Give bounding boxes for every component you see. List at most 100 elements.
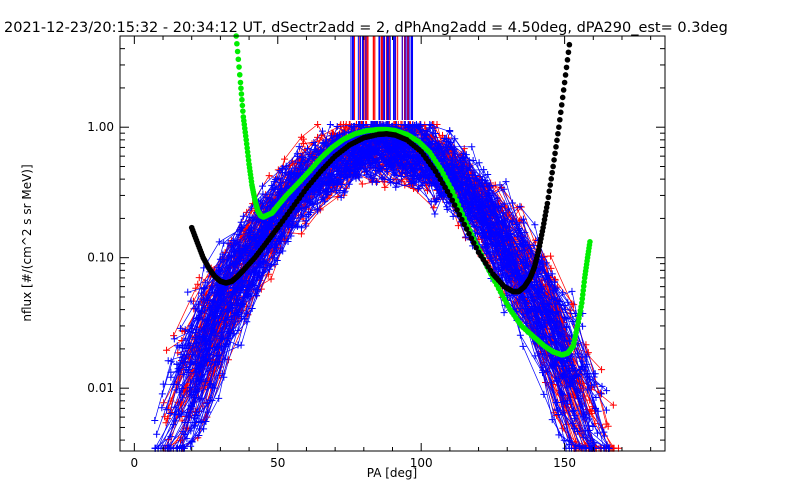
plus-marker	[375, 143, 383, 151]
plus-marker	[187, 297, 195, 305]
plus-marker	[171, 403, 179, 411]
plus-marker	[336, 176, 344, 184]
plus-marker	[531, 221, 539, 229]
plus-marker	[414, 185, 422, 193]
plus-marker	[479, 200, 487, 208]
plus-marker	[380, 175, 388, 183]
plus-marker	[571, 411, 579, 419]
plus-marker	[207, 380, 215, 388]
plus-marker	[485, 220, 493, 228]
plus-marker	[294, 152, 302, 160]
plus-marker	[293, 222, 301, 230]
plus-marker	[587, 436, 595, 444]
plus-marker	[519, 215, 527, 223]
plus-marker	[186, 392, 194, 400]
plus-marker	[327, 132, 335, 140]
fit-point	[468, 235, 475, 242]
fit-point	[550, 163, 556, 170]
plus-marker	[467, 208, 475, 216]
plus-marker	[554, 406, 562, 414]
fit-point	[561, 79, 568, 86]
plus-marker	[464, 166, 472, 174]
plus-marker	[297, 159, 305, 167]
plus-marker	[472, 223, 480, 231]
plus-marker	[491, 206, 499, 214]
plus-marker	[358, 180, 366, 188]
axes: 0 50 100 150 0.01 0.10 1.00	[87, 35, 665, 470]
plus-marker	[564, 298, 572, 306]
plus-marker	[287, 224, 295, 232]
plus-marker	[178, 394, 186, 402]
fit-point	[243, 137, 250, 143]
plus-marker	[176, 436, 184, 444]
fit-point	[239, 96, 245, 103]
y-axis-label: nflux [#/(cm^2 s sr MeV)]	[20, 164, 34, 321]
plus-marker	[462, 233, 470, 241]
plus-marker	[188, 350, 196, 358]
plus-marker	[215, 358, 223, 366]
plus-marker	[314, 120, 322, 128]
fit-point	[234, 48, 241, 55]
plus-marker	[551, 278, 559, 286]
plus-marker	[319, 139, 327, 147]
plus-marker	[199, 295, 207, 303]
plus-marker	[555, 431, 563, 439]
plus-marker	[553, 308, 561, 316]
fit-point	[558, 102, 565, 108]
plus-marker	[470, 200, 478, 208]
plus-marker	[480, 233, 488, 241]
plus-marker	[197, 419, 205, 427]
plus-marker	[600, 428, 608, 436]
y-tick-label: 0.10	[87, 251, 114, 265]
plus-marker	[432, 144, 440, 152]
plus-marker	[425, 139, 433, 147]
plus-marker	[547, 264, 555, 272]
plus-marker	[277, 185, 285, 193]
plus-marker	[594, 429, 602, 437]
plus-marker	[465, 157, 473, 165]
plus-marker	[371, 163, 379, 171]
fit-point	[235, 56, 242, 63]
plus-marker	[227, 316, 235, 324]
plus-marker	[239, 212, 247, 220]
plus-marker	[589, 422, 597, 430]
plus-marker	[195, 300, 203, 308]
plus-marker	[591, 405, 599, 413]
fit-point	[444, 188, 451, 195]
plus-marker	[206, 344, 214, 352]
fit-point	[547, 182, 554, 188]
fit-point	[236, 64, 242, 70]
plus-marker	[482, 214, 490, 222]
fit-point	[245, 153, 251, 159]
plus-marker	[576, 388, 584, 396]
plus-marker	[216, 255, 224, 263]
plus-marker	[462, 151, 470, 159]
plus-marker	[505, 248, 513, 256]
plus-marker	[551, 362, 559, 370]
plus-marker	[314, 205, 322, 213]
plus-marker	[590, 370, 598, 378]
plus-marker	[195, 395, 203, 403]
plus-marker	[297, 224, 305, 232]
plus-marker	[301, 158, 309, 166]
plus-marker	[487, 201, 495, 209]
plus-marker	[478, 204, 486, 212]
plus-marker	[284, 237, 292, 245]
fit-point	[463, 226, 470, 232]
plus-marker	[468, 182, 476, 190]
plus-marker	[519, 342, 527, 350]
plus-marker	[279, 203, 287, 211]
plus-marker	[291, 165, 299, 173]
plus-marker	[406, 171, 414, 179]
plus-marker	[314, 133, 322, 141]
y-tick-label: 0.01	[87, 381, 114, 395]
plus-marker	[161, 413, 169, 421]
x-tick-label: 100	[410, 456, 433, 470]
fit-point	[545, 194, 552, 201]
plus-marker	[281, 155, 289, 163]
plus-marker	[582, 341, 590, 349]
plus-marker	[330, 181, 338, 189]
plus-marker	[460, 159, 468, 167]
plus-marker	[602, 406, 610, 414]
plus-marker	[387, 148, 395, 156]
